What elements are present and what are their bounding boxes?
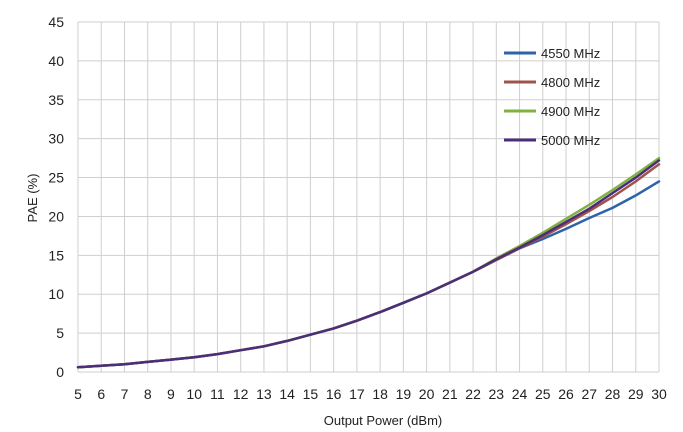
- legend: 4550 MHz 4800 MHz 4900 MHz 5000 MHz: [504, 46, 600, 148]
- legend-item: 4900 MHz: [504, 104, 600, 119]
- x-tick-label: 29: [628, 386, 644, 402]
- plot-area: [78, 22, 659, 372]
- x-tick-label: 22: [465, 386, 481, 402]
- x-tick-label: 9: [167, 386, 175, 402]
- y-tick-label: 30: [48, 131, 64, 147]
- x-tick-label: 12: [233, 386, 249, 402]
- x-tick-label: 26: [558, 386, 574, 402]
- x-tick-label: 20: [419, 386, 435, 402]
- x-axis-ticks: 5 6 7 8 9 10 11 12 13 14 15 16 17 18 19 20 21 22 23 24 25 26 2…: [74, 386, 667, 402]
- x-tick-label: 13: [256, 386, 272, 402]
- legend-item: 4800 MHz: [504, 75, 600, 90]
- legend-label: 4550 MHz: [541, 46, 600, 61]
- y-tick-label: 25: [48, 170, 64, 186]
- plot-background: [78, 22, 659, 372]
- y-tick-label: 10: [48, 286, 64, 302]
- x-tick-label: 25: [535, 386, 551, 402]
- series-lines: [76, 156, 661, 369]
- x-tick-label: 5: [74, 386, 82, 402]
- grid-lines: [77, 21, 660, 373]
- x-tick-label: 23: [489, 386, 505, 402]
- y-tick-label: 5: [56, 325, 64, 341]
- y-tick-label: 15: [48, 247, 64, 263]
- y-axis-ticks: 0 5 10 15 20 25 30 35 40 45: [48, 14, 64, 380]
- series-line-5000-mhz: [76, 159, 661, 369]
- y-axis-title: PAE (%): [25, 174, 40, 223]
- legend-item: 4550 MHz: [504, 46, 600, 61]
- legend-label: 4900 MHz: [541, 104, 600, 119]
- legend-label: 5000 MHz: [541, 133, 600, 148]
- x-tick-label: 11: [210, 386, 225, 402]
- x-tick-label: 6: [97, 386, 105, 402]
- x-tick-label: 17: [349, 386, 365, 402]
- x-axis-title: Output Power (dBm): [324, 413, 443, 428]
- x-tick-label: 28: [605, 386, 621, 402]
- x-tick-label: 10: [186, 386, 202, 402]
- x-tick-label: 8: [144, 386, 152, 402]
- x-tick-label: 30: [651, 386, 667, 402]
- x-tick-label: 15: [303, 386, 319, 402]
- legend-label: 4800 MHz: [541, 75, 600, 90]
- y-tick-label: 0: [56, 364, 64, 380]
- x-tick-label: 27: [581, 386, 597, 402]
- x-tick-label: 7: [121, 386, 129, 402]
- x-tick-label: 24: [512, 386, 528, 402]
- x-tick-label: 19: [396, 386, 412, 402]
- x-tick-label: 21: [442, 386, 458, 402]
- x-tick-label: 14: [279, 386, 295, 402]
- y-tick-label: 40: [48, 53, 64, 69]
- legend-item: 5000 MHz: [504, 133, 600, 148]
- y-tick-label: 45: [48, 14, 64, 30]
- y-tick-label: 20: [48, 208, 64, 224]
- x-tick-label: 18: [372, 386, 388, 402]
- y-tick-label: 35: [48, 92, 64, 108]
- x-tick-label: 16: [326, 386, 342, 402]
